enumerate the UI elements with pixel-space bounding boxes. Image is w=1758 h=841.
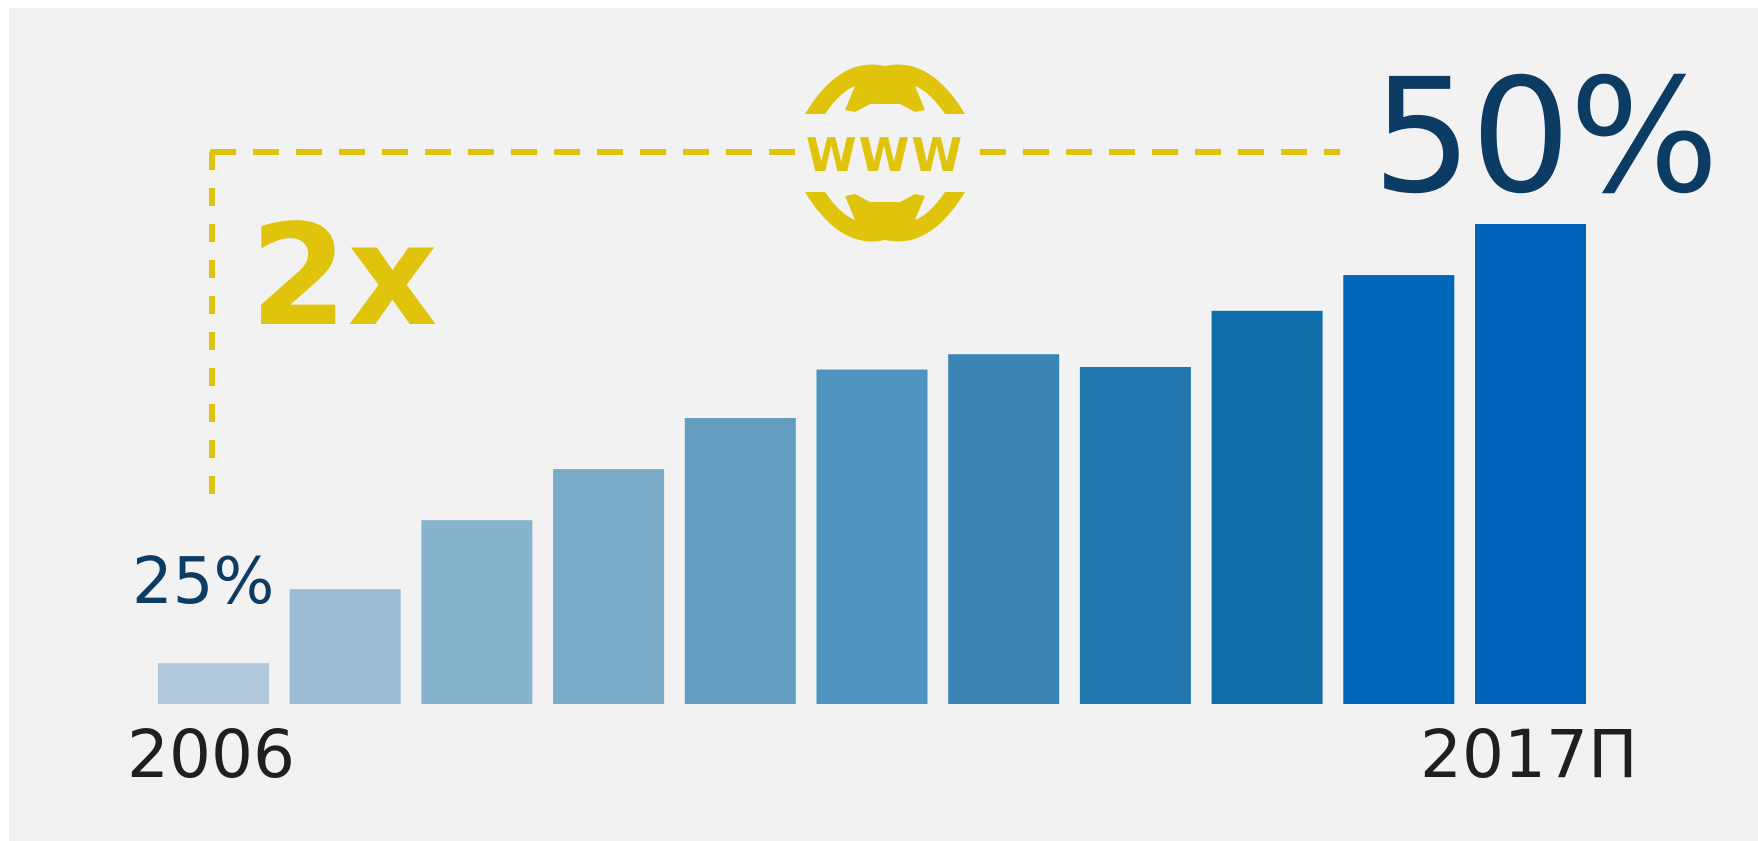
- bar-5: [684, 418, 796, 704]
- bar-4: [553, 469, 665, 704]
- annotation-2x: 2x: [250, 195, 438, 358]
- bar-7: [948, 354, 1060, 704]
- bar-1: [158, 663, 269, 704]
- bar-9: [1211, 310, 1323, 704]
- bar-3: [421, 520, 533, 704]
- x-tick-last: 2017П: [1420, 716, 1638, 793]
- www-globe-icon: WWW: [805, 64, 965, 242]
- bar-10: [1343, 275, 1455, 704]
- www-text: WWW: [806, 128, 964, 182]
- bar-6: [816, 369, 928, 704]
- bar-series: [158, 224, 1586, 704]
- bar-2: [289, 589, 401, 704]
- first-value-label: 25%: [132, 545, 275, 619]
- bar-11: [1475, 224, 1586, 704]
- x-tick-first: 2006: [127, 716, 295, 793]
- last-value-label: 50%: [1372, 45, 1719, 229]
- bar-8: [1079, 366, 1191, 704]
